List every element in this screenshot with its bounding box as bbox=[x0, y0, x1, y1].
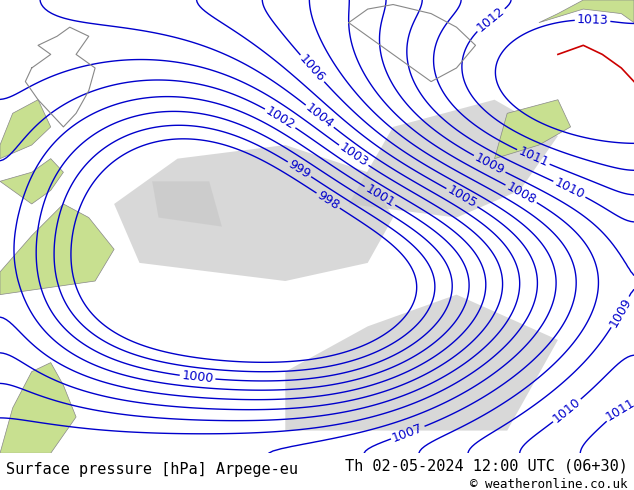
Text: 1007: 1007 bbox=[391, 421, 425, 444]
Text: 1010: 1010 bbox=[551, 395, 583, 426]
Polygon shape bbox=[114, 145, 393, 281]
Text: 1002: 1002 bbox=[264, 104, 297, 132]
Text: 1008: 1008 bbox=[504, 180, 538, 207]
Polygon shape bbox=[0, 100, 51, 159]
Polygon shape bbox=[0, 363, 76, 453]
Text: Th 02-05-2024 12:00 UTC (06+30): Th 02-05-2024 12:00 UTC (06+30) bbox=[345, 459, 628, 474]
Text: 1012: 1012 bbox=[474, 4, 507, 35]
Text: 1011: 1011 bbox=[604, 396, 634, 424]
Text: 1004: 1004 bbox=[303, 101, 336, 131]
Text: 1011: 1011 bbox=[516, 145, 550, 170]
Polygon shape bbox=[539, 0, 634, 23]
Text: 998: 998 bbox=[314, 189, 342, 213]
Polygon shape bbox=[0, 159, 63, 204]
Text: 1005: 1005 bbox=[445, 184, 479, 211]
Polygon shape bbox=[152, 181, 222, 226]
Text: 1003: 1003 bbox=[337, 141, 370, 170]
Text: 1013: 1013 bbox=[576, 13, 609, 27]
Text: 1010: 1010 bbox=[552, 176, 586, 202]
Text: 1006: 1006 bbox=[297, 52, 328, 85]
Polygon shape bbox=[495, 100, 571, 159]
Text: 1009: 1009 bbox=[472, 151, 507, 177]
Text: Surface pressure [hPa] Arpege-eu: Surface pressure [hPa] Arpege-eu bbox=[6, 462, 299, 477]
Text: 999: 999 bbox=[286, 157, 313, 181]
Text: 1001: 1001 bbox=[363, 182, 397, 210]
Text: 1000: 1000 bbox=[181, 369, 214, 386]
Text: 1009: 1009 bbox=[607, 295, 634, 329]
Polygon shape bbox=[349, 100, 558, 218]
Polygon shape bbox=[285, 294, 558, 431]
Text: © weatheronline.co.uk: © weatheronline.co.uk bbox=[470, 478, 628, 490]
Polygon shape bbox=[0, 204, 114, 294]
